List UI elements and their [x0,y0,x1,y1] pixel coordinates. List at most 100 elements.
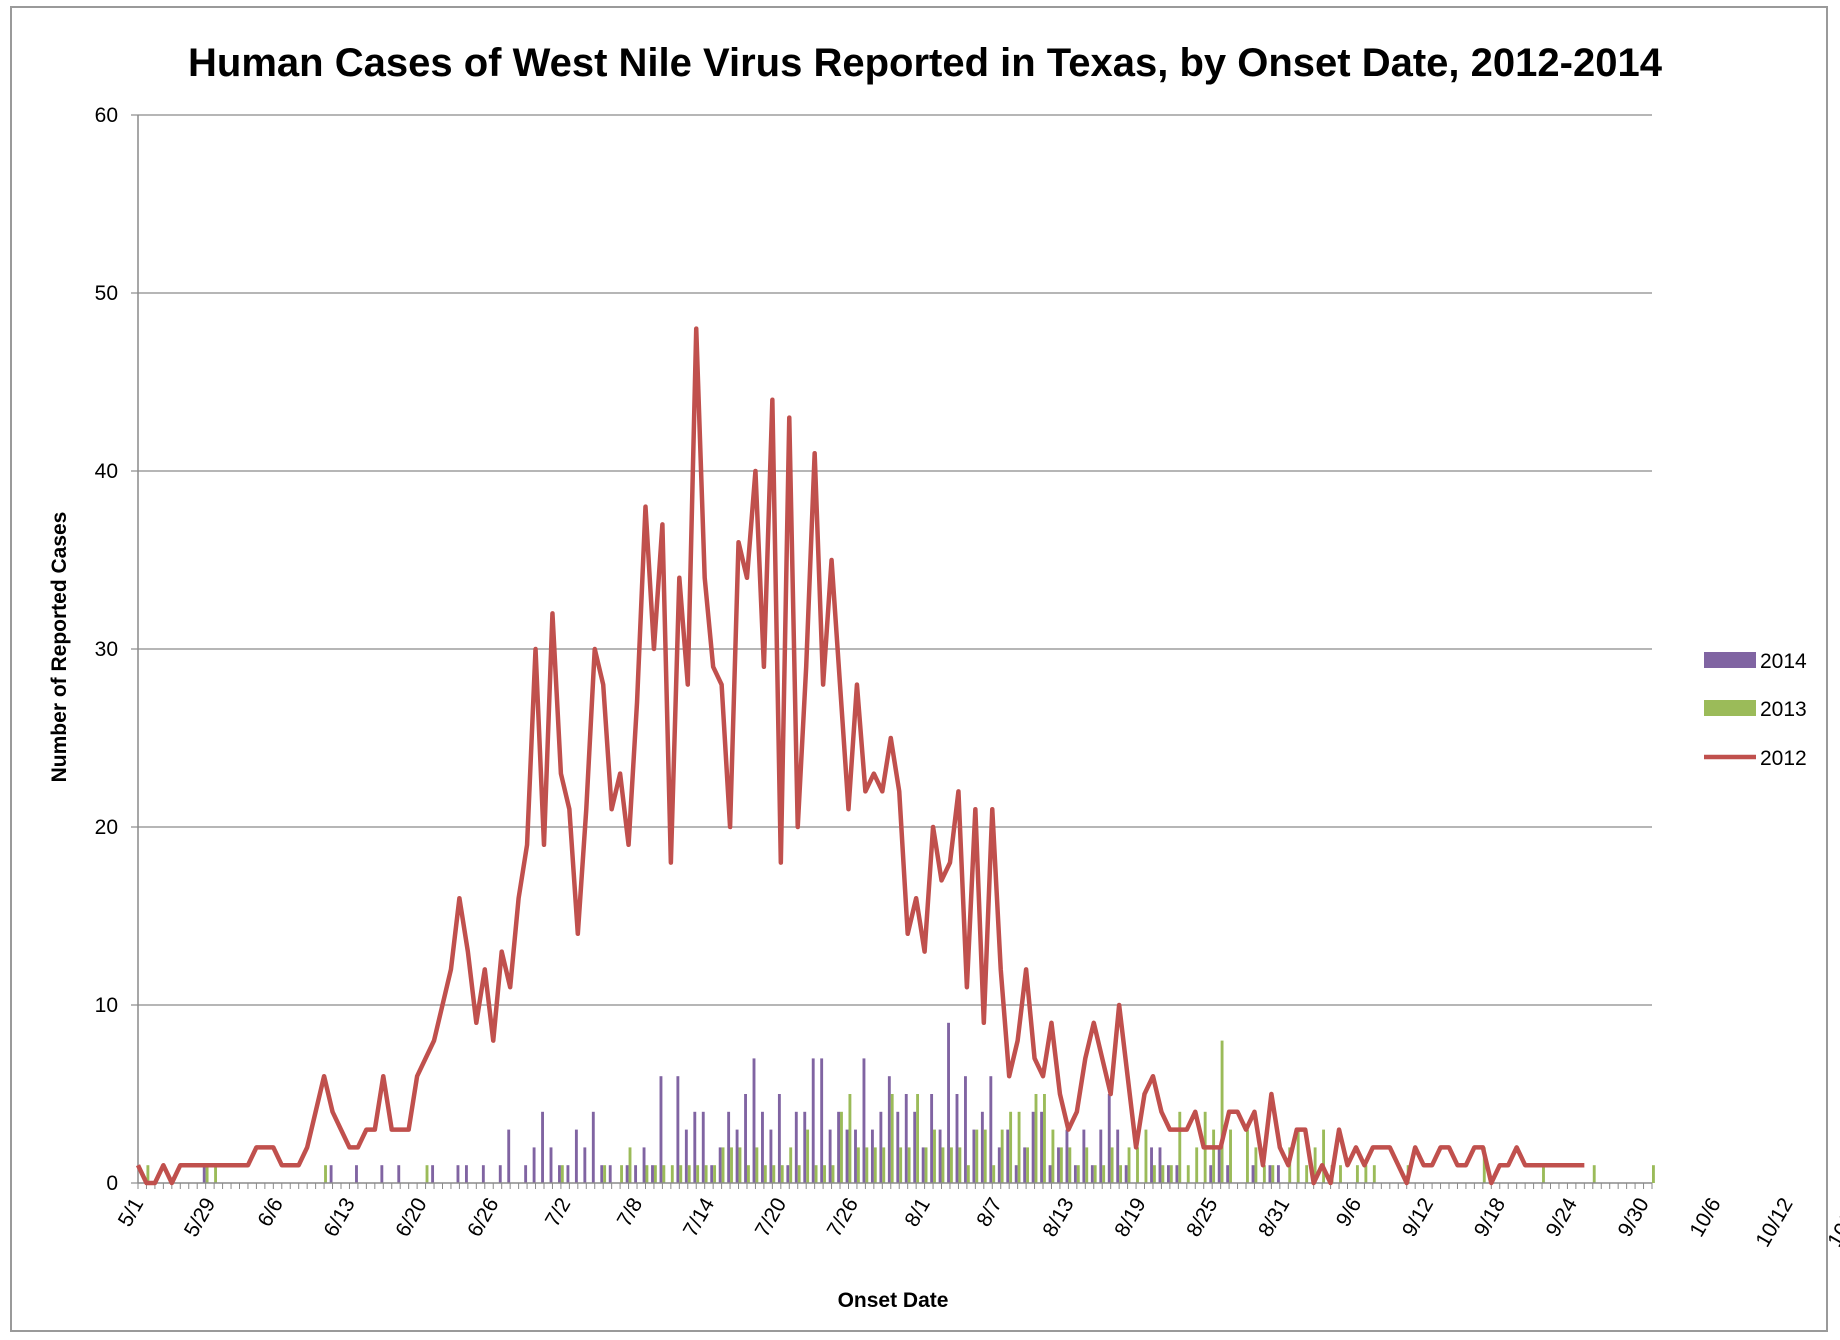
bar-2014 [1099,1129,1103,1183]
bar-2014 [710,1165,714,1183]
x-tick-label: 7/20 [751,1194,791,1241]
bar-2014 [634,1165,638,1183]
bar-2013 [738,1147,742,1183]
bar-2014 [777,1094,781,1183]
bar-2013 [1178,1111,1182,1183]
bar-2014 [803,1111,807,1183]
bar-2014 [854,1129,857,1183]
bar-2013 [679,1165,683,1183]
bar-2014 [769,1129,773,1183]
bar-2014 [1014,1165,1018,1183]
bar-2013 [865,1147,869,1183]
bar-2014 [651,1165,654,1183]
bar-2013 [713,1165,717,1183]
bar-2013 [992,1165,996,1183]
bar-2014 [481,1165,485,1183]
bar-2013 [696,1165,700,1183]
bar-2014 [718,1147,722,1183]
bar-2014 [1251,1165,1255,1183]
bar-2014 [727,1111,731,1183]
bar-2014 [1040,1111,1044,1183]
bar-2013 [958,1147,962,1183]
bar-2013 [1136,1147,1139,1183]
x-tick-label: 7/26 [823,1194,863,1241]
bar-2014 [329,1165,333,1183]
bar-2013 [1229,1129,1232,1183]
x-tick-label: 10/18 [1823,1194,1840,1251]
bar-2014 [828,1129,832,1183]
bar-2014 [498,1165,502,1183]
bar-2014 [1048,1165,1052,1183]
bar-2014 [1150,1147,1153,1183]
legend-label-2012: 2012 [1760,747,1807,770]
bar-2013 [983,1129,987,1183]
bar-2013 [882,1147,886,1183]
bar-2013 [1076,1165,1080,1183]
bar-2014 [591,1111,595,1183]
bar-2014 [583,1147,587,1183]
bar-2014 [1006,1129,1010,1183]
series-2012-line [135,326,1585,1186]
axes [131,114,1653,1189]
bar-2013 [873,1147,877,1183]
bar-2014 [862,1058,866,1183]
bar-2014 [1209,1165,1213,1183]
bar-2014 [701,1111,705,1183]
x-tick-label: 5/1 [114,1194,149,1231]
bar-2013 [907,1147,911,1183]
bar-2013 [1542,1165,1545,1183]
bar-2013 [848,1094,852,1183]
bar-2013 [1000,1129,1004,1183]
bar-2014 [761,1111,764,1183]
bar-2014 [1090,1165,1094,1183]
bar-2013 [1186,1165,1190,1183]
x-tick-label: 8/31 [1254,1194,1294,1241]
bar-2014 [1023,1147,1027,1183]
bar-2013 [1305,1165,1309,1183]
bar-2013 [425,1165,429,1183]
x-tick-label: 6/20 [391,1194,431,1241]
bar-2013 [1119,1165,1123,1183]
bar-2013 [1051,1129,1055,1183]
bar-2014 [921,1147,925,1183]
bar-2014 [1124,1165,1128,1183]
bar-2014 [642,1147,646,1183]
bar-2013 [1144,1129,1148,1183]
bar-2014 [532,1147,536,1183]
bar-2013 [620,1165,623,1183]
bar-2014 [659,1076,663,1183]
x-tick-label: 9/24 [1542,1194,1583,1241]
legend-label-2014: 2014 [1760,650,1807,673]
bar-2013 [205,1165,209,1183]
bar-2014 [1276,1165,1280,1183]
bar-2014 [1065,1129,1069,1183]
bar-2014 [1158,1147,1162,1183]
bar-2014 [938,1129,942,1183]
x-tick-labels: 5/1 5/29 6/6 6/13 6/20 6/26 7/2 7/8 7/14 7/20 7/26… [114,1194,1840,1251]
bar-2013 [924,1147,928,1183]
bar-2013 [628,1147,632,1183]
bar-2014 [507,1129,511,1183]
x-tick-label: 8/19 [1110,1194,1150,1241]
bar-2014 [1175,1165,1179,1183]
bar-2014 [964,1076,967,1183]
bar-2013 [1034,1094,1038,1183]
bar-2013 [1313,1147,1317,1183]
bar-2014 [989,1076,993,1183]
series-2014-bars [202,1022,1280,1183]
bar-2014 [684,1129,688,1183]
bar-2013 [890,1094,894,1183]
x-tick-label: 9/12 [1398,1194,1438,1241]
bar-2014 [870,1129,874,1183]
bar-2014 [1057,1147,1060,1183]
bar-2014 [794,1111,798,1183]
x-tick-label: 6/6 [253,1194,288,1231]
bar-2013 [746,1165,750,1183]
bar-2013 [1017,1111,1021,1183]
bar-2014 [1116,1129,1120,1183]
x-tick-label: 6/26 [463,1194,503,1241]
bar-2013 [1372,1165,1376,1183]
y-tick-label: 10 [95,994,118,1017]
bar-2014 [464,1165,468,1183]
y-tick-label: 60 [95,104,118,127]
